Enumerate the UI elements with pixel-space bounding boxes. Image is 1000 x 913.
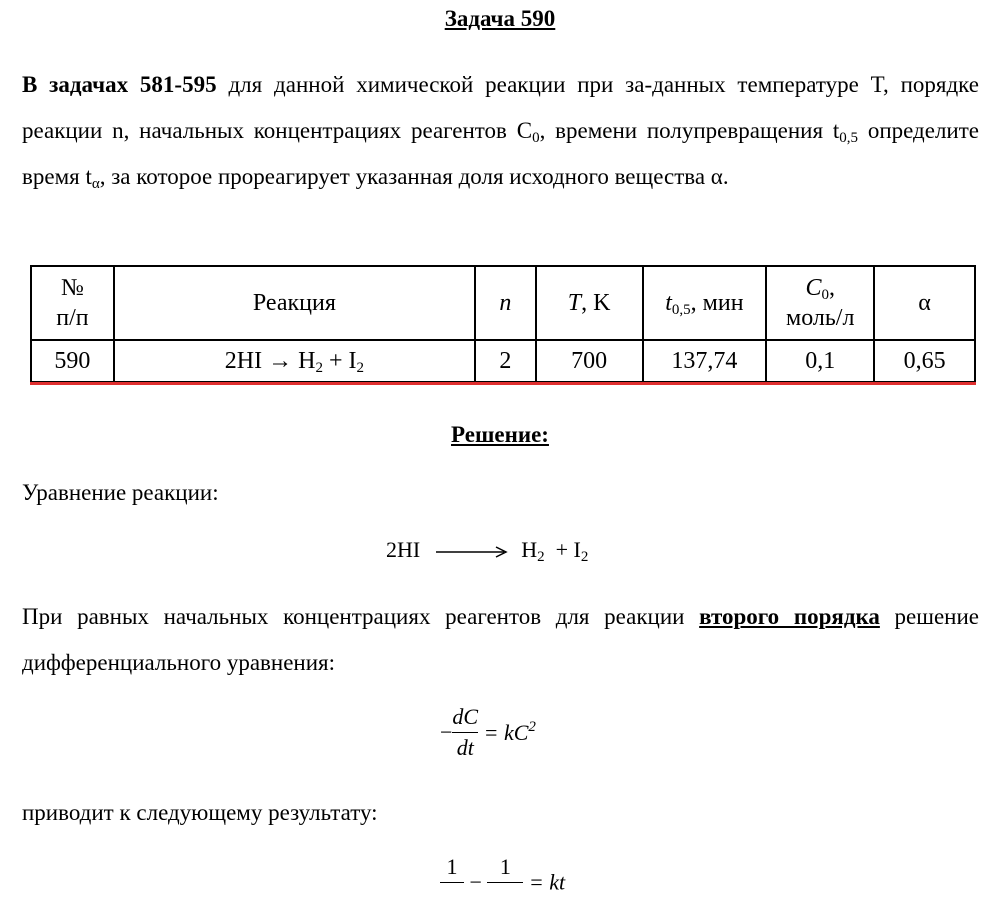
paragraph: приводит к следующему результату: [22, 800, 378, 825]
fraction: 1 [440, 852, 464, 913]
text: C [805, 275, 822, 301]
text: , за которое прореагирует указанная доля… [99, 164, 729, 189]
intro: В задачах 581-595 для данной химической … [22, 62, 979, 200]
sub: 0,5 [671, 302, 691, 318]
eq-label: Уравнение реакции: [22, 480, 219, 505]
text: , K [581, 290, 611, 316]
cell: α [873, 265, 976, 341]
cell: Реакция [112, 265, 476, 341]
text: = kt [528, 869, 566, 895]
text: − [440, 719, 453, 745]
cell: 590 [30, 339, 115, 383]
denominator [440, 883, 464, 913]
denominator: dt [456, 735, 474, 760]
equation: 2HI H2 + I2 [386, 537, 589, 565]
fraction: dC dt [452, 702, 479, 763]
text: + I [555, 537, 581, 562]
cell: 2HI → H2 + I2 [112, 339, 476, 383]
numerator: 1 [487, 852, 524, 883]
cell: 700 [534, 339, 644, 383]
sub: 0 [821, 287, 829, 303]
numerator: dC [452, 702, 479, 733]
page: Задача 590 В задачах 581-595 для данной … [22, 6, 980, 895]
data-row: 590 2HI → H2 + I2 2 700 137,74 0,1 0,65 [30, 339, 976, 383]
cell: 0,65 [873, 339, 976, 383]
text: H [521, 537, 538, 562]
text: − [469, 869, 482, 895]
text: № [60, 275, 84, 301]
solution-heading: Решение: [451, 422, 549, 447]
text: + I [322, 348, 357, 374]
text: = kC2 [483, 718, 536, 745]
paragraph: При равных начальных концентрациях реаге… [22, 594, 979, 686]
text: , [828, 275, 835, 301]
text: t [665, 290, 672, 316]
text: решение дифференциального уравнения: [22, 604, 980, 675]
text: = kC [483, 719, 529, 745]
cell: n [473, 265, 537, 341]
cell: № п/п [30, 265, 115, 341]
cell: 0,1 [765, 339, 876, 383]
text: 2HI → H [224, 348, 316, 374]
text: для данной химической реакции при за-дан… [22, 72, 979, 143]
data-table: № п/п Реакция n T, K t0,5, мин C0, моль/л … [30, 265, 976, 383]
text: , мин [690, 290, 744, 316]
cell: T, K [534, 265, 644, 341]
text: , времени полупревращения t [539, 118, 840, 143]
text: При равных начальных концентрациях реаге… [22, 604, 700, 629]
title: Задача 590 [444, 6, 556, 31]
fraction: 1 [487, 852, 524, 913]
cell: 2 [473, 339, 537, 383]
sub: α [91, 176, 100, 192]
sub: 0 [532, 130, 540, 146]
header-row: № п/п Реакция n T, K t0,5, мин C0, моль/л … [30, 265, 976, 341]
text: 2HI [386, 537, 421, 562]
text: T [567, 290, 582, 316]
sub: 2 [580, 549, 589, 565]
red-underline [30, 382, 976, 385]
result-equation: 1 − 1 = kt [440, 852, 565, 913]
text: определите время t [22, 118, 979, 189]
denominator [487, 883, 523, 913]
sub: 2 [537, 549, 545, 565]
sub: 2 [356, 360, 364, 376]
sub: 2 [315, 360, 323, 376]
sub: 0,5 [839, 130, 859, 146]
sup: 2 [528, 718, 536, 735]
cell: 137,74 [641, 339, 768, 383]
intro-lead: В задачах 581-595 [22, 72, 217, 97]
numerator: 1 [440, 852, 464, 883]
text: п/п [56, 305, 89, 331]
emphasis: второго порядка [699, 604, 880, 629]
rate-equation: − dC dt = kC2 [440, 702, 536, 763]
cell: t0,5, мин [641, 265, 768, 341]
arrow [435, 546, 508, 558]
text: моль/л [786, 305, 855, 331]
cell: C0, моль/л [765, 265, 876, 341]
